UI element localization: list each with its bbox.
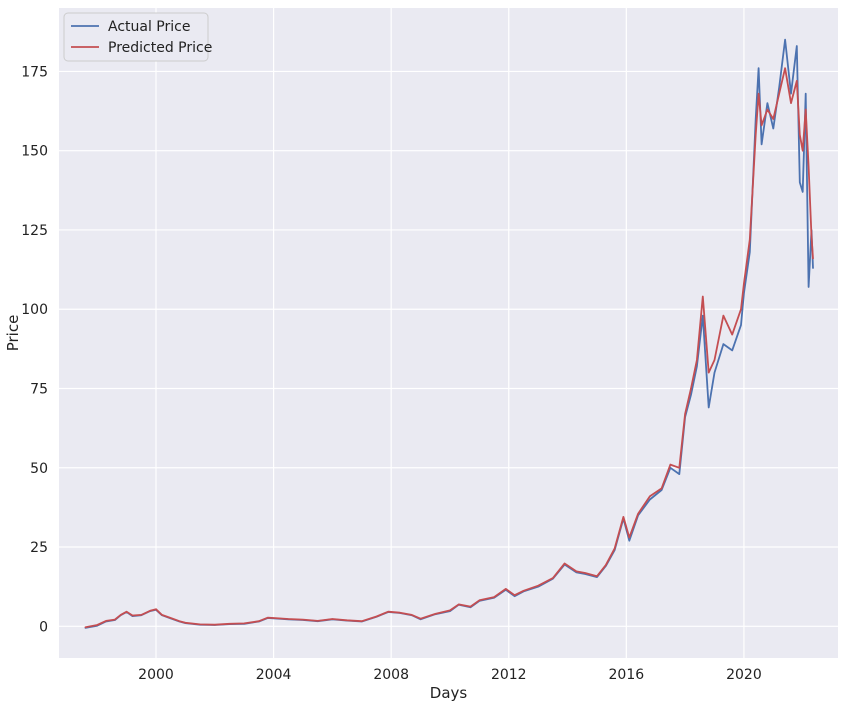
x-tick-label: 2016 — [609, 667, 645, 683]
series-line-predicted-price — [84, 67, 814, 629]
x-tick-label: 2004 — [256, 667, 292, 683]
x-tick-label: 2020 — [726, 667, 762, 683]
y-tick-label: 75 — [30, 381, 48, 397]
grid-lines — [59, 8, 838, 658]
y-axis-label: Price — [4, 315, 22, 352]
x-tick-label: 2012 — [491, 667, 527, 683]
legend-box — [63, 12, 209, 62]
y-tick-label: 100 — [21, 302, 48, 318]
legend-label-actual-price: Actual Price — [108, 19, 190, 35]
legend-label-predicted-price: Predicted Price — [108, 40, 212, 56]
x-axis-label: Days — [430, 684, 468, 702]
y-tick-label: 50 — [30, 461, 48, 477]
y-tick-label: 125 — [21, 223, 48, 239]
series-layer — [84, 38, 814, 629]
y-axis-ticks: 0 25 50 75 100 125 150 175 — [21, 64, 48, 635]
x-tick-label: 2000 — [138, 667, 174, 683]
y-tick-label: 25 — [30, 540, 48, 556]
legend: Actual Price Predicted Price — [63, 12, 212, 62]
y-tick-label: 175 — [21, 64, 48, 80]
x-axis-ticks: 2000 2004 2008 2012 2016 2020 — [138, 667, 762, 683]
x-tick-label: 2008 — [373, 667, 409, 683]
plot-background — [59, 8, 838, 658]
y-tick-label: 0 — [39, 619, 48, 635]
y-tick-label: 150 — [21, 144, 48, 160]
